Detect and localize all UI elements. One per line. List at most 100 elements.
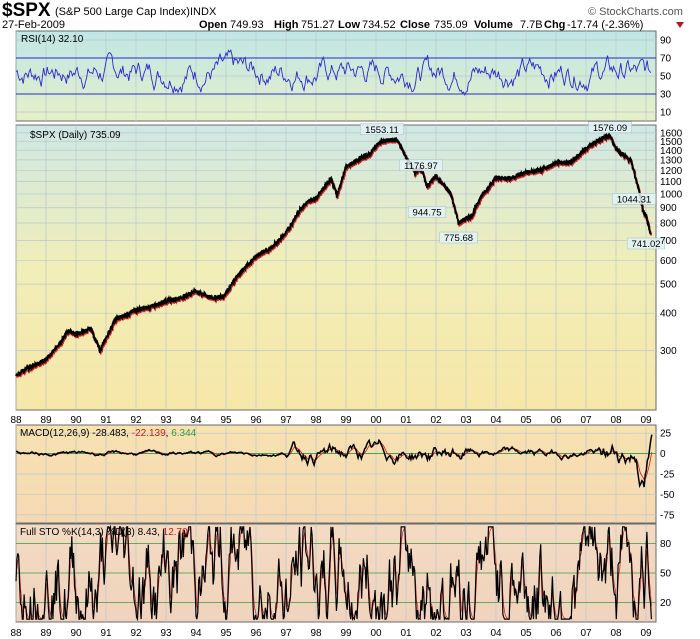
exchange-code: INDX: [190, 6, 217, 18]
low-value: 734.52: [362, 19, 396, 31]
x-tick-price-99: 99: [340, 415, 352, 426]
sto-k-line: [15, 524, 652, 622]
close-label: Close: [400, 19, 430, 31]
price-tick-400: 400: [660, 309, 677, 320]
x-tick-price-98: 98: [310, 415, 322, 426]
macd-label: MACD(12,26,9) -28.483, -22.139, 6.344: [20, 428, 197, 439]
close-value: 735.09: [434, 19, 468, 31]
x-tick-price-01: 01: [400, 415, 412, 426]
price-annotation: 1576.09: [593, 123, 627, 134]
x-tick-price-90: 90: [70, 415, 82, 426]
sto-tick-20: 20: [660, 598, 672, 609]
price-panel: [15, 124, 657, 411]
x-tick-price-95: 95: [220, 415, 232, 426]
price-annotation: 1553.11: [365, 125, 399, 136]
x-tick-sto-96: 96: [250, 628, 262, 639]
price-annotation: 775.68: [444, 233, 473, 244]
price-annotation: 944.75: [412, 207, 441, 218]
price-annotation-box: [439, 231, 478, 244]
macd-tick--75: -75: [660, 510, 675, 521]
index-name: (S&P 500 Large Cap Index): [55, 6, 190, 18]
rsi-tick-50: 50: [660, 72, 672, 83]
x-tick-sto-93: 93: [160, 628, 172, 639]
down-arrow-icon: [676, 22, 684, 28]
x-tick-sto-98: 98: [310, 628, 322, 639]
x-tick-sto-08: 08: [610, 628, 622, 639]
x-tick-price-03: 03: [460, 415, 472, 426]
price-annotation: 1044.31: [617, 194, 651, 205]
chg-label: Chg: [544, 19, 565, 31]
price-annotation-box: [612, 193, 656, 205]
price-annotation-box: [407, 206, 447, 218]
rsi-tick-70: 70: [660, 54, 672, 65]
x-tick-price-08: 08: [610, 415, 622, 426]
x-tick-sto-88: 88: [10, 628, 22, 639]
x-tick-sto-00: 00: [370, 628, 382, 639]
x-tick-price-88: 88: [10, 415, 22, 426]
x-tick-price-94: 94: [190, 415, 202, 426]
x-tick-price-97: 97: [280, 415, 292, 426]
macd-line: [15, 434, 653, 489]
macd-tick-0: 0: [660, 449, 666, 460]
x-tick-price-09: 09: [640, 415, 652, 426]
rsi-label: RSI(14) 32.10: [21, 34, 84, 45]
price-tick-1400: 1400: [660, 146, 683, 157]
price-tick-1200: 1200: [660, 166, 683, 177]
volume-label: Volume: [474, 19, 513, 31]
x-tick-sto-90: 90: [70, 628, 82, 639]
x-tick-price-05: 05: [520, 415, 532, 426]
price-tick-1000: 1000: [660, 190, 683, 201]
price-annotation-box: [626, 237, 666, 250]
x-tick-price-00: 00: [370, 415, 382, 426]
symbol-title: $SPX: [2, 0, 51, 21]
sto-tick-80: 80: [660, 539, 672, 550]
open-label: Open: [199, 19, 227, 31]
sto-label: Full STO %K(14,3) %D(3) 8.43, 12.70: [20, 527, 188, 538]
price-annotation-box: [399, 159, 443, 172]
x-tick-sto-92: 92: [130, 628, 142, 639]
open-value: 749.93: [230, 19, 264, 31]
x-tick-sto-05: 05: [520, 628, 532, 639]
x-tick-sto-07: 07: [580, 628, 592, 639]
price-tick-1500: 1500: [660, 137, 683, 148]
x-tick-sto-95: 95: [220, 628, 232, 639]
x-tick-sto-99: 99: [340, 628, 352, 639]
x-tick-sto-06: 06: [550, 628, 562, 639]
rsi-tick-30: 30: [660, 90, 672, 101]
chg-value: -17.74 (-2.36%): [567, 19, 643, 31]
price-annotation-box: [588, 121, 632, 134]
x-tick-price-92: 92: [130, 415, 142, 426]
x-tick-sto-97: 97: [280, 628, 292, 639]
macd-tick--50: -50: [660, 490, 675, 501]
x-tick-price-89: 89: [40, 415, 52, 426]
price-line: [15, 131, 652, 377]
price-tick-900: 900: [660, 203, 677, 214]
price-tick-1100: 1100: [660, 177, 682, 188]
high-value: 751.27: [301, 19, 335, 31]
x-tick-sto-94: 94: [190, 628, 202, 639]
price-annotation: 741.02: [631, 239, 660, 250]
macd-tick-25: 25: [660, 429, 672, 440]
price-tick-800: 800: [660, 219, 677, 230]
rsi-line: [15, 49, 652, 97]
rsi-tick-10: 10: [660, 108, 672, 119]
price-tick-1300: 1300: [660, 155, 683, 166]
price-tick-700: 700: [660, 236, 677, 247]
x-tick-sto-04: 04: [490, 628, 502, 639]
x-tick-price-96: 96: [250, 415, 262, 426]
chart-date: 27-Feb-2009: [2, 19, 65, 31]
high-label: High: [274, 19, 299, 31]
price-annotation: 1176.97: [404, 161, 438, 172]
x-tick-sto-89: 89: [40, 628, 52, 639]
volume-value: 7.7B: [520, 19, 543, 31]
x-tick-price-02: 02: [430, 415, 442, 426]
x-tick-price-07: 07: [580, 415, 592, 426]
low-label: Low: [338, 19, 360, 31]
price-tick-600: 600: [660, 256, 677, 267]
x-tick-price-04: 04: [490, 415, 502, 426]
sto-tick-50: 50: [660, 569, 672, 580]
price-annotation-box: [360, 123, 404, 136]
price-tick-500: 500: [660, 280, 677, 291]
price-label: $SPX (Daily) 735.09: [30, 130, 121, 141]
price-tick-1600: 1600: [660, 128, 683, 139]
